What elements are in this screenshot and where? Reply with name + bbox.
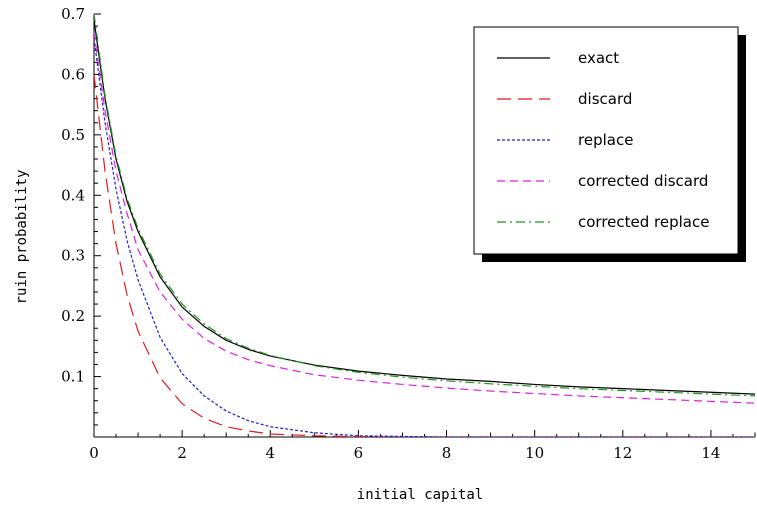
axes: 0 2 4 6 8 10 12 14 0.1 0.2 0.3 0.4 0.5 0.6 0.7 [61, 5, 756, 462]
y-axis-title: ruin probability [14, 170, 30, 305]
legend-label: exact [578, 49, 619, 67]
y-tick-label: 0.6 [61, 65, 85, 83]
y-tick-label: 0.5 [61, 126, 85, 144]
x-tick-label: 12 [613, 444, 632, 462]
x-tick-label: 14 [701, 444, 720, 462]
x-tick-label: 10 [525, 444, 544, 462]
series-line-exact [94, 19, 755, 395]
y-tick-label: 0.4 [61, 186, 85, 204]
legend-label: corrected replace [578, 213, 709, 231]
x-tick-label: 4 [265, 444, 275, 462]
series-line-corrected-replace [94, 13, 755, 397]
series-line-replace [94, 38, 755, 437]
legend: exact discard replace corrected discard corr… [473, 26, 746, 262]
legend-label: discard [578, 90, 632, 108]
plot-area [94, 13, 755, 437]
y-tick-label: 0.1 [61, 368, 85, 386]
y-tick-label: 0.7 [61, 5, 85, 23]
series-line-discard [94, 74, 755, 437]
x-tick-label: 6 [354, 444, 364, 462]
x-axis-title: initial capital [357, 487, 483, 503]
legend-label: corrected discard [578, 172, 708, 190]
x-tick-label: 2 [177, 444, 187, 462]
legend-label: replace [578, 131, 633, 149]
y-tick-label: 0.2 [61, 307, 85, 325]
y-tick-label: 0.3 [61, 247, 85, 265]
x-tick-label: 8 [442, 444, 452, 462]
x-tick-label: 0 [89, 444, 99, 462]
